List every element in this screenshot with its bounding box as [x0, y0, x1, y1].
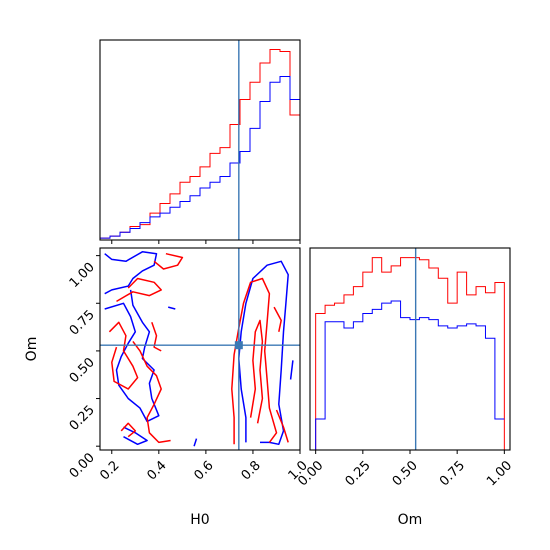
om-tick-label: 0.75 [67, 307, 98, 338]
om-hist-tick-label: 0.50 [390, 458, 421, 489]
contour-line-9 [108, 321, 139, 390]
contour-line-5 [168, 306, 176, 310]
om-axis-ticks: 0.00 0.25 0.50 0.75 1.00 [67, 255, 100, 481]
h0-axis-ticks: 0.2 0.4 0.6 0.8 1.0 [97, 450, 311, 483]
om-histogram-series [315, 257, 505, 450]
h0-histogram-ticks [111, 240, 301, 244]
contour-line-6 [289, 360, 294, 380]
contour-line-14 [249, 319, 264, 424]
contour-line-16 [275, 409, 289, 443]
h0-tick-label: 0.2 [97, 458, 122, 483]
om-tick-label: 0.50 [67, 355, 98, 386]
om-hist-tick-label: 1.00 [484, 458, 515, 489]
contour-frame [99, 247, 301, 451]
om-hist-tick-label: 0.75 [437, 458, 468, 489]
truth-marker [234, 341, 243, 350]
h0-tick-label: 0.6 [191, 458, 216, 483]
contour-line-4 [193, 438, 198, 447]
h0-om-contour-panel: 0.2 0.4 0.6 0.8 1.0 0.00 0.25 0.50 0.75 … [24, 247, 311, 528]
x-axis-label-om: Om [398, 512, 423, 528]
h0-histogram-series [99, 49, 301, 240]
contour-lines [104, 251, 294, 447]
contour-line-7 [116, 277, 162, 303]
contour-line-8 [153, 252, 184, 270]
contour-line-12 [120, 422, 137, 438]
histogram-series-0 [99, 49, 301, 240]
h0-histogram-frame [99, 39, 301, 241]
histogram-series-1 [99, 75, 301, 240]
contour-line-2 [123, 426, 148, 446]
y-axis-label-om: Om [24, 337, 40, 362]
contour-line-3 [238, 260, 289, 446]
om-histogram-panel: 0.00 0.25 0.50 0.75 1.00 Om [295, 247, 515, 528]
h0-tick-label: 0.8 [239, 458, 264, 483]
om-histogram-frame [309, 247, 511, 451]
om-tick-label: 0.25 [67, 403, 98, 434]
histogram-series-0 [315, 257, 505, 450]
contour-line-1 [104, 289, 160, 423]
contour-line-11 [151, 322, 162, 352]
h0-tick-label: 0.4 [144, 458, 169, 483]
om-hist-axis-ticks: 0.00 0.25 0.50 0.75 1.00 [295, 450, 515, 489]
histogram-series-1 [315, 300, 505, 450]
x-axis-label-h0: H0 [190, 512, 209, 528]
contour-line-0 [104, 251, 158, 295]
h0-histogram-panel [99, 39, 301, 244]
om-hist-tick-label: 0.25 [343, 458, 374, 489]
contour-line-13 [231, 277, 278, 445]
contour-line-10 [132, 340, 171, 444]
contour-line-15 [273, 306, 282, 332]
om-tick-label: 0.00 [67, 450, 98, 481]
om-tick-label: 1.00 [67, 260, 98, 291]
